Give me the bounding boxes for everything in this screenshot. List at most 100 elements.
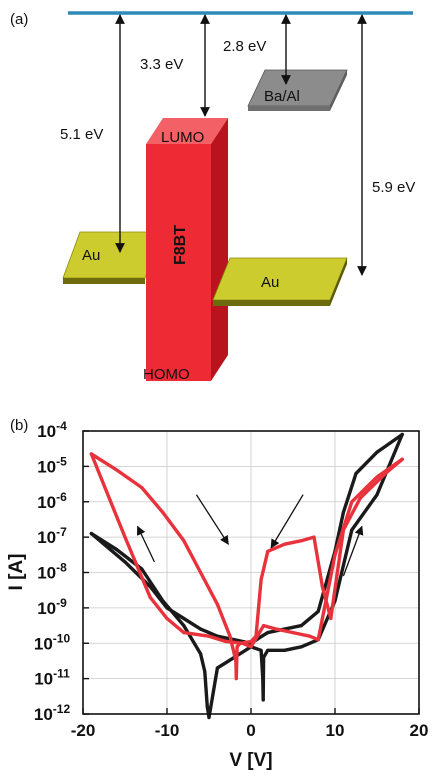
series-4-point [400, 457, 404, 461]
gap-5-1ev-label: 5.1 eV [60, 126, 103, 143]
series-3-point [299, 539, 303, 543]
chart-arrows [137, 494, 364, 577]
series-4-point [274, 627, 278, 631]
series-3-point [283, 542, 287, 546]
series-4-point [249, 645, 253, 649]
series-1-point [350, 528, 354, 532]
series-1-point [205, 705, 209, 709]
series-4-point [262, 624, 266, 628]
f8bt-block: F8BT [146, 118, 228, 381]
series-1-point [262, 655, 266, 660]
series-2-point [354, 471, 358, 476]
baal-contact: Ba/Al [247, 69, 348, 111]
series-4-point [253, 638, 257, 642]
au-electrode-left: Au [62, 231, 163, 284]
y-tick-label: 10-12 [34, 702, 71, 724]
y-tick-label: 10-11 [34, 667, 70, 689]
lumo-label: LUMO [161, 129, 204, 146]
series-3-point [312, 535, 316, 539]
series-4-point [320, 616, 324, 621]
series-4-point [165, 616, 169, 621]
series-3-point [115, 468, 119, 472]
y-tick-label: 10-6 [37, 490, 67, 512]
series-4-point [241, 641, 245, 645]
series-1-point [115, 547, 119, 552]
iv-chart: -20 -10 0 10 20 10-4 10-5 10-6 10-7 10-8 10-9 10-1… [6, 419, 428, 771]
series-3-point [234, 677, 238, 681]
series-3-point [228, 634, 232, 638]
x-axis-ticks: -20 -10 0 10 20 [71, 708, 429, 740]
series-3-point [259, 578, 263, 582]
y-tick-label: 10-4 [37, 419, 67, 441]
series-2-point [400, 432, 404, 437]
x-tick-label: -10 [155, 721, 180, 740]
series-4-point [291, 631, 295, 635]
series-3-point [235, 659, 239, 663]
y-tick-label: 10-8 [37, 561, 67, 583]
x-tick-label: 20 [410, 721, 429, 740]
y-tick-label: 10-9 [37, 596, 67, 618]
series-3-point [182, 539, 186, 543]
series-2-point [182, 616, 186, 621]
series-3-point [358, 496, 362, 500]
y-tick-label: 10-5 [37, 454, 67, 476]
series-1-point [207, 715, 211, 720]
series-1-point [199, 652, 203, 656]
series-1-point [299, 645, 303, 649]
series-4-point [316, 638, 320, 642]
series-4-point [148, 595, 152, 599]
sweep-direction-arrow [342, 525, 364, 577]
panel-a-label: (a) [10, 11, 28, 28]
series-1-point [261, 677, 265, 681]
series-4-point [224, 639, 228, 644]
series-1-point [203, 670, 207, 674]
series-1-point [259, 648, 263, 652]
series-2-point [89, 532, 93, 536]
series-1-point [140, 567, 144, 571]
y-axis-label: I [A] [6, 554, 27, 591]
series-2-point [148, 585, 152, 589]
series-1-point [215, 666, 219, 670]
x-axis-label: V [V] [229, 750, 272, 771]
series-4-point [375, 475, 379, 479]
series-2-point [123, 560, 127, 564]
series-3-point [266, 549, 270, 553]
panel-b-label: (b) [10, 417, 28, 434]
series-3-point [235, 645, 239, 649]
y-axis-ticks: 10-4 10-5 10-6 10-7 10-8 10-9 10-10 10-11 10-12 [34, 419, 89, 724]
series-4-point [350, 500, 354, 504]
series-3-point [140, 486, 144, 490]
series-1-point [375, 493, 379, 497]
au-electrode-right: Au [212, 257, 348, 306]
sweep-direction-arrow [137, 525, 155, 563]
energy-level-diagram: (a) Ba/Al Au F8BT Au [10, 11, 415, 383]
series-2-line [89, 432, 404, 645]
sweep-direction-arrow [195, 494, 229, 545]
series-2-point [266, 631, 270, 635]
series-3-line [89, 452, 404, 681]
series-4-point [89, 452, 93, 456]
y-tick-label: 10-7 [37, 525, 67, 547]
x-tick-label: -20 [71, 721, 96, 740]
x-tick-label: 10 [326, 721, 345, 740]
gap-2-8ev-label: 2.8 eV [223, 38, 266, 55]
series-2-point [199, 627, 203, 631]
homo-label: HOMO [143, 366, 190, 383]
gap-3-3ev-label: 3.3 eV [140, 56, 183, 73]
series-1-point [283, 648, 287, 652]
series-1-point [261, 698, 265, 702]
sweep-direction-arrow [270, 494, 304, 549]
au-right-label: Au [261, 274, 279, 291]
series-4-line [89, 452, 404, 649]
gap-5-9ev-label: 5.9 eV [372, 179, 415, 196]
chart-series [89, 432, 404, 720]
series-4-point [308, 634, 312, 638]
y-tick-label: 10-10 [34, 631, 71, 653]
series-2-point [316, 609, 320, 614]
series-4-point [123, 535, 127, 539]
series-2-point [299, 624, 303, 628]
series-3-point [199, 570, 203, 575]
series-3-point [215, 602, 219, 606]
series-2-point [375, 450, 379, 454]
